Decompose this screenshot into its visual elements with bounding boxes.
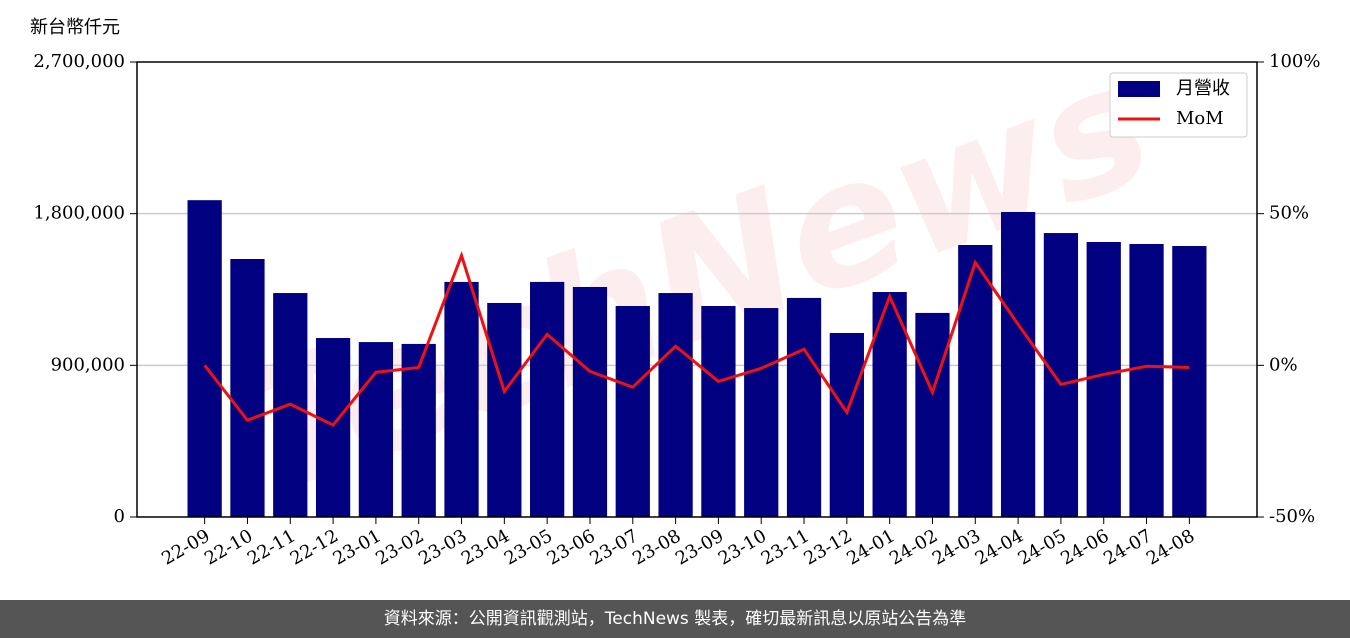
x-tick-label: 23-10 xyxy=(715,525,770,569)
x-tick-label: 23-12 xyxy=(800,525,855,569)
bar xyxy=(487,302,522,517)
x-tick-label: 23-04 xyxy=(458,525,513,569)
x-tick-label: 22-12 xyxy=(287,525,342,569)
x-tick-label: 24-04 xyxy=(972,525,1027,569)
bar xyxy=(658,293,693,517)
x-tick-label: 23-03 xyxy=(415,525,470,569)
bar xyxy=(615,306,650,517)
y2-tick-label: -50% xyxy=(1269,506,1315,527)
bar xyxy=(1043,233,1079,517)
bar xyxy=(829,332,864,517)
x-tick-label: 24-05 xyxy=(1014,525,1069,569)
bar xyxy=(315,338,351,517)
y2-tick-label: 100% xyxy=(1269,51,1320,72)
y-tick-label: 0 xyxy=(114,506,125,527)
bar xyxy=(744,308,779,517)
bar xyxy=(572,286,608,517)
bar xyxy=(786,297,822,517)
x-tick-label: 23-09 xyxy=(672,525,727,569)
x-tick-label: 23-02 xyxy=(372,525,427,569)
bar xyxy=(187,200,222,517)
y-tick-label: 900,000 xyxy=(51,354,125,375)
x-tick-label: 23-11 xyxy=(758,525,813,569)
bar xyxy=(230,258,265,517)
y-tick-label: 1,800,000 xyxy=(33,203,125,224)
x-tick-label: 23-01 xyxy=(329,525,384,569)
y-tick-label: 2,700,000 xyxy=(33,51,125,72)
x-tick-label: 23-07 xyxy=(586,525,641,569)
y-unit-label: 新台幣仟元 xyxy=(30,17,120,38)
bar xyxy=(958,245,993,517)
x-tick-label: 24-06 xyxy=(1057,525,1112,569)
line xyxy=(203,250,1190,427)
x-tick-label: 24-01 xyxy=(843,525,898,569)
bar xyxy=(701,306,736,517)
legend-swatch xyxy=(1118,81,1160,97)
plot-frame xyxy=(136,61,1258,518)
x-tick-label: 24-08 xyxy=(1143,525,1198,569)
x-tick-label: 24-03 xyxy=(929,525,984,569)
x-tick-label: 23-08 xyxy=(629,525,684,569)
bar xyxy=(1129,244,1164,517)
x-tick-label: 22-09 xyxy=(158,525,213,569)
bar xyxy=(1086,241,1121,517)
y2-tick-label: 0% xyxy=(1269,354,1298,375)
x-tick-label: 23-05 xyxy=(501,525,556,569)
footer-bar xyxy=(0,600,1350,638)
bar xyxy=(358,342,394,517)
bar xyxy=(444,281,479,517)
x-tick-label: 22-11 xyxy=(244,525,299,569)
legend-label: 月營收 xyxy=(1176,78,1230,99)
legend-label: MoM xyxy=(1176,108,1224,129)
bar xyxy=(1172,246,1207,517)
bar xyxy=(1000,211,1036,517)
bar xyxy=(401,343,436,517)
bar xyxy=(915,312,950,517)
x-tick-label: 24-07 xyxy=(1100,525,1155,569)
footer-text: 資料來源：公開資訊觀測站，TechNews 製表，確切最新訊息以原站公告為準 xyxy=(384,609,966,629)
x-tick-label: 22-10 xyxy=(201,525,256,569)
x-tick-label: 23-06 xyxy=(544,525,599,569)
bar xyxy=(530,281,565,517)
x-tick-label: 24-02 xyxy=(886,525,941,569)
y2-tick-label: 50% xyxy=(1269,203,1309,224)
